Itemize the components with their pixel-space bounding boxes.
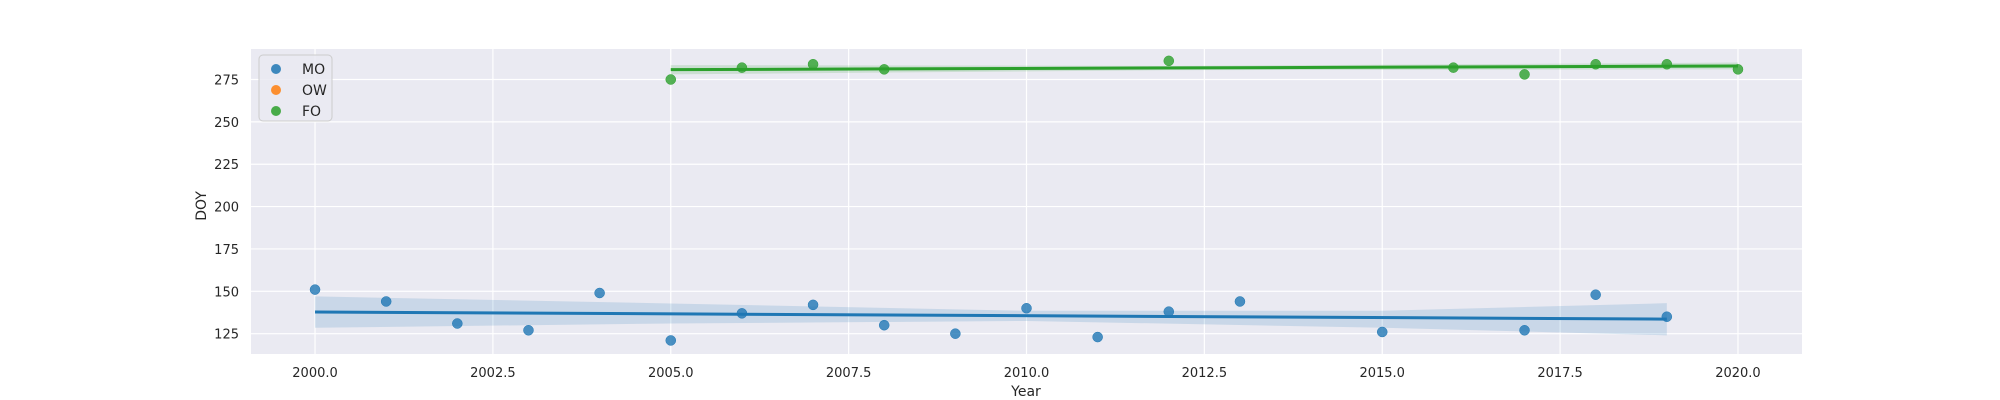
point-mo xyxy=(878,319,890,331)
y-tick-label: 225 xyxy=(214,158,239,173)
legend-marker-ow xyxy=(271,85,281,95)
regression-line-fo xyxy=(670,64,1738,72)
y-tick-label: 150 xyxy=(214,285,239,300)
y-tick-label: 250 xyxy=(214,116,239,131)
point-fo xyxy=(736,62,748,73)
point-mo xyxy=(523,325,534,336)
x-tick-label: 2020.0 xyxy=(1715,366,1761,381)
y-tick-labels: 125 150 175 200 225 250 275 xyxy=(214,74,239,343)
y-tick-label: 200 xyxy=(214,201,239,216)
legend-marker-mo xyxy=(271,64,281,74)
point-mo xyxy=(452,318,463,329)
x-tick-label: 2010.0 xyxy=(1004,366,1050,381)
regression-line-mo xyxy=(315,310,1667,321)
point-mo xyxy=(1661,311,1673,322)
point-fo xyxy=(1590,59,1601,70)
point-mo xyxy=(736,308,748,319)
point-fo xyxy=(1661,59,1673,70)
legend-label-ow: OW xyxy=(302,83,327,99)
y-tick-label: 125 xyxy=(214,328,239,343)
legend-marker-fo xyxy=(271,106,281,116)
grid xyxy=(251,49,1802,354)
y-axis-label: DOY xyxy=(194,191,210,221)
data-points xyxy=(309,55,1744,346)
y-tick-label: 275 xyxy=(214,74,239,89)
y-tick-label: 175 xyxy=(214,243,239,258)
x-tick-label: 2002.5 xyxy=(470,366,516,381)
x-tick-label: 2012.5 xyxy=(1182,366,1228,381)
point-mo xyxy=(665,335,677,346)
point-mo xyxy=(1590,289,1601,300)
point-mo xyxy=(807,299,819,311)
x-tick-label: 2015.0 xyxy=(1359,366,1405,381)
point-fo xyxy=(1732,64,1744,75)
point-mo xyxy=(1163,306,1175,317)
point-mo xyxy=(594,287,605,299)
x-tick-label: 2007.5 xyxy=(826,366,872,381)
x-axis-label: Year xyxy=(1010,384,1041,400)
point-mo xyxy=(380,296,392,307)
regression-lines xyxy=(315,64,1738,321)
x-tick-label: 2005.0 xyxy=(648,366,694,381)
x-tick-labels: 2000.0 2002.5 2005.0 2007.5 2010.0 2012.5 2015… xyxy=(292,366,1760,381)
point-mo xyxy=(1234,296,1246,307)
legend-label-fo: FO xyxy=(302,104,321,120)
legend-label-mo: MO xyxy=(302,62,325,78)
point-fo xyxy=(878,64,890,75)
point-mo xyxy=(1021,303,1032,314)
legend: MO OW FO xyxy=(258,54,333,122)
point-fo xyxy=(1163,55,1175,67)
point-mo xyxy=(1092,331,1103,343)
x-tick-label: 2017.5 xyxy=(1537,366,1583,381)
point-mo xyxy=(309,284,321,295)
point-fo xyxy=(665,74,677,85)
point-fo xyxy=(807,59,819,70)
point-fo xyxy=(1519,69,1530,80)
point-mo xyxy=(1519,325,1530,336)
point-mo xyxy=(1376,326,1388,338)
point-mo xyxy=(950,328,961,339)
x-tick-label: 2000.0 xyxy=(292,366,338,381)
point-fo xyxy=(1448,62,1459,73)
